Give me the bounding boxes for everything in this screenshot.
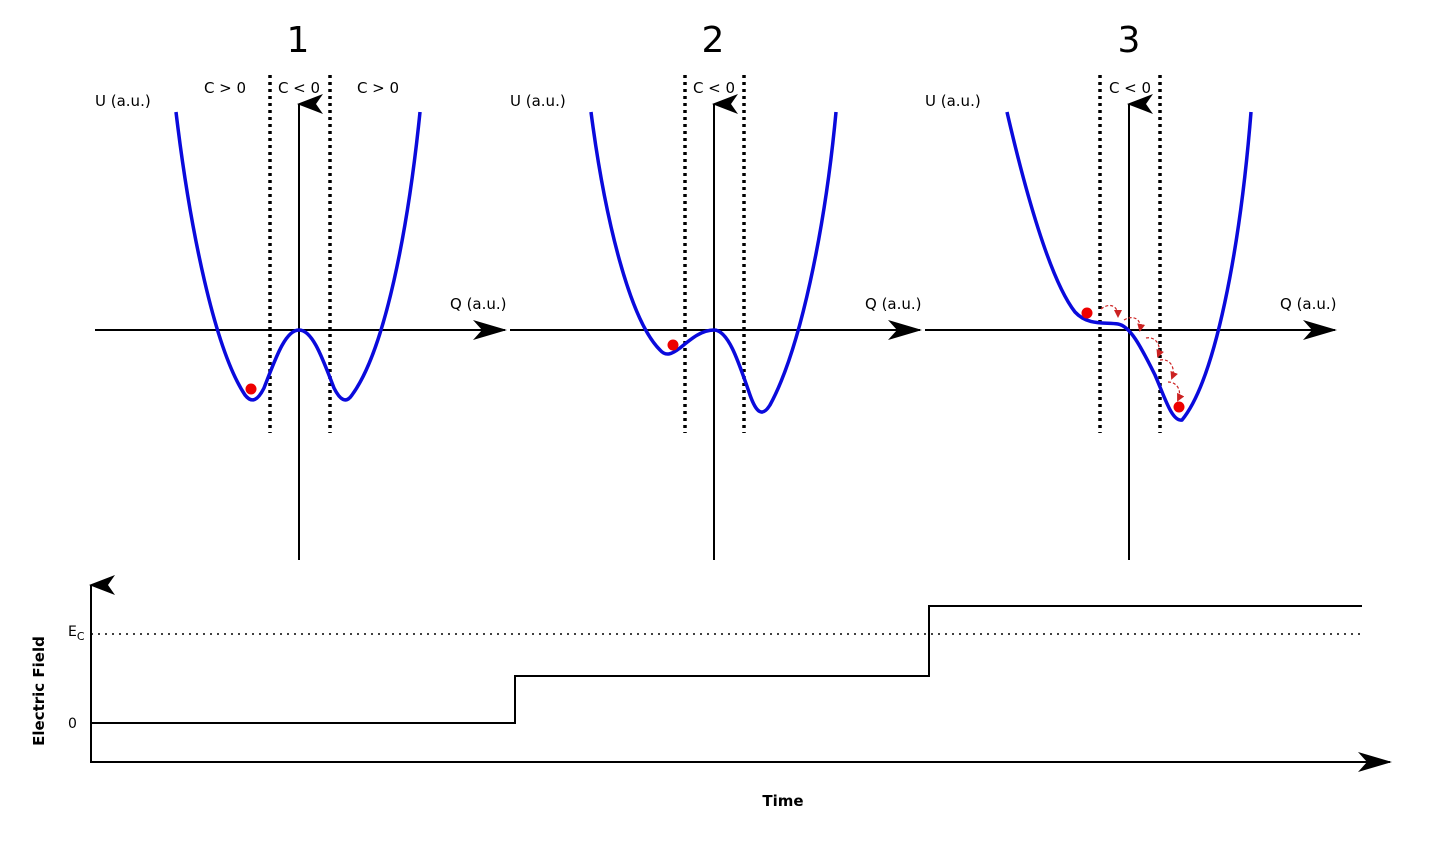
q-axis-label: Q (a.u.) <box>865 295 922 313</box>
hop-arrow <box>1145 337 1164 358</box>
u-axis-label: U (a.u.) <box>510 92 566 110</box>
field-plot: EC 0 Electric Field Time <box>30 575 1392 810</box>
panel-number: 1 <box>287 20 310 61</box>
region-label-center: C < 0 <box>693 79 735 97</box>
particle-dot <box>667 339 679 351</box>
energy-curve <box>174 111 422 402</box>
u-axis-label: U (a.u.) <box>95 92 151 110</box>
ec-tick-label: EC <box>68 624 85 643</box>
q-axis-label: Q (a.u.) <box>450 295 507 313</box>
energy-curve <box>1005 111 1253 422</box>
field-step-trace <box>91 605 1362 724</box>
time-x-label: Time <box>762 792 803 810</box>
energy-curve <box>589 111 838 414</box>
panel-3: 3 U (a.u.) Q (a.u.) C < 0 <box>925 20 1337 560</box>
hop-arrow <box>1123 317 1146 332</box>
hop-arrow <box>1159 359 1178 380</box>
region-label-left: C > 0 <box>204 79 246 97</box>
zero-tick-label: 0 <box>68 716 77 732</box>
field-y-label: Electric Field <box>30 636 48 746</box>
u-axis-label: U (a.u.) <box>925 92 981 110</box>
particle-dot-end <box>1173 401 1185 413</box>
panel-number: 2 <box>702 20 725 61</box>
region-label-center: C < 0 <box>278 79 320 97</box>
particle-dot <box>245 383 257 395</box>
panel-number: 3 <box>1118 20 1141 61</box>
panel-1: 1 U (a.u.) Q (a.u.) C > 0 C < 0 C > 0 <box>95 20 507 560</box>
region-label-right: C > 0 <box>357 79 399 97</box>
hop-arrow <box>1167 381 1185 402</box>
hop-arrows <box>1100 304 1185 402</box>
panel-2: 2 U (a.u.) Q (a.u.) C < 0 <box>510 20 922 560</box>
hop-arrow <box>1100 304 1122 318</box>
particle-dot-start <box>1081 307 1093 319</box>
region-label-center: C < 0 <box>1109 79 1151 97</box>
q-axis-label: Q (a.u.) <box>1280 295 1337 313</box>
